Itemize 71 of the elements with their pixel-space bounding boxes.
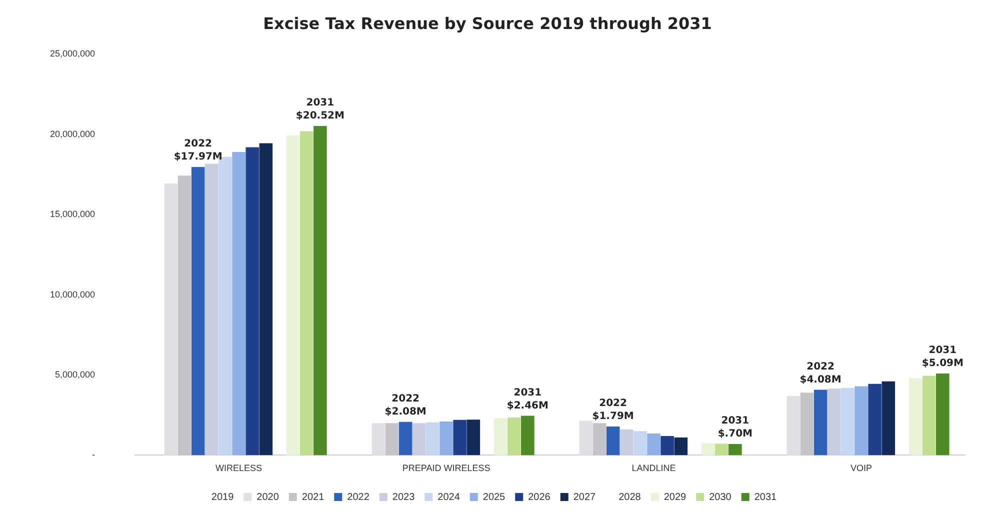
bar bbox=[936, 374, 950, 456]
data-label: 2022 $1.79M bbox=[592, 398, 634, 422]
x-tick-label: PREPAID WIRELESS bbox=[402, 463, 490, 474]
bar bbox=[579, 420, 593, 456]
bar bbox=[466, 420, 480, 456]
bar bbox=[521, 416, 534, 456]
legend-label: 2030 bbox=[709, 492, 732, 503]
data-label: 2031 $20.52M bbox=[296, 98, 345, 122]
y-tick-label: 20,000,000 bbox=[50, 128, 96, 139]
data-label: 2022 $17.97M bbox=[174, 138, 222, 163]
bar bbox=[191, 166, 205, 456]
legend-label: 2021 bbox=[302, 492, 325, 503]
bar bbox=[453, 420, 466, 456]
data-label: 2031 $2.46M bbox=[506, 387, 549, 412]
bar bbox=[908, 378, 922, 456]
bar bbox=[606, 426, 620, 456]
legend-label: 2024 bbox=[438, 492, 460, 503]
data-label: 2022 $4.08M bbox=[800, 361, 842, 386]
y-tick-label: 25,000,000 bbox=[50, 48, 96, 59]
bar bbox=[286, 135, 300, 456]
bar bbox=[634, 431, 647, 456]
bar bbox=[426, 422, 440, 456]
bar bbox=[494, 418, 508, 456]
legend-label: 2020 bbox=[256, 492, 280, 503]
bar bbox=[714, 444, 728, 456]
bar bbox=[868, 384, 882, 456]
legend-label: 2027 bbox=[573, 492, 596, 503]
bar bbox=[814, 390, 828, 456]
bar bbox=[398, 422, 412, 456]
bar bbox=[647, 434, 660, 456]
legend-label: 2026 bbox=[528, 492, 551, 503]
bar bbox=[786, 396, 800, 456]
chart-title: Excise Tax Revenue by Source 2019 through 2031 bbox=[263, 14, 712, 33]
legend-label: 2031 bbox=[754, 492, 778, 503]
legend-label: 2029 bbox=[664, 492, 687, 503]
bar bbox=[246, 147, 260, 456]
x-tick-label: VOIP bbox=[850, 463, 872, 474]
bar bbox=[164, 183, 178, 456]
bar bbox=[412, 423, 426, 456]
data-label: 2022 $2.08M bbox=[384, 393, 426, 418]
bar bbox=[372, 423, 386, 456]
text: 2028 bbox=[618, 492, 642, 503]
bar bbox=[300, 131, 314, 456]
bar bbox=[922, 376, 936, 456]
bar bbox=[205, 164, 218, 456]
bar bbox=[827, 388, 841, 456]
bar bbox=[841, 388, 854, 456]
bar bbox=[660, 436, 674, 456]
data-label: 2031 $.70M bbox=[718, 416, 753, 440]
data-label: 2031 $5.09M bbox=[922, 345, 964, 370]
bar bbox=[701, 443, 715, 456]
y-tick-label: 10,000,000 bbox=[50, 289, 96, 300]
x-tick-label: LANDLINE bbox=[632, 463, 676, 474]
bar bbox=[674, 438, 688, 456]
bar bbox=[620, 430, 634, 456]
y-tick-label: 15,000,000 bbox=[50, 209, 96, 220]
legend-label: 2022 bbox=[347, 492, 370, 503]
y-tick-label: 5,000,000 bbox=[54, 369, 96, 380]
bar bbox=[314, 126, 327, 456]
bar bbox=[882, 381, 896, 456]
bar bbox=[507, 418, 521, 456]
bar bbox=[728, 444, 742, 456]
y-tick-label: - bbox=[92, 450, 96, 460]
bar bbox=[259, 143, 273, 456]
legend-label: 2023 bbox=[392, 492, 416, 503]
bar bbox=[440, 422, 453, 456]
bar bbox=[232, 152, 246, 456]
text: 2019 bbox=[211, 492, 234, 503]
legend-label: 2025 bbox=[482, 492, 506, 503]
bar bbox=[854, 386, 868, 456]
x-tick-label: WIRELESS bbox=[216, 463, 262, 474]
